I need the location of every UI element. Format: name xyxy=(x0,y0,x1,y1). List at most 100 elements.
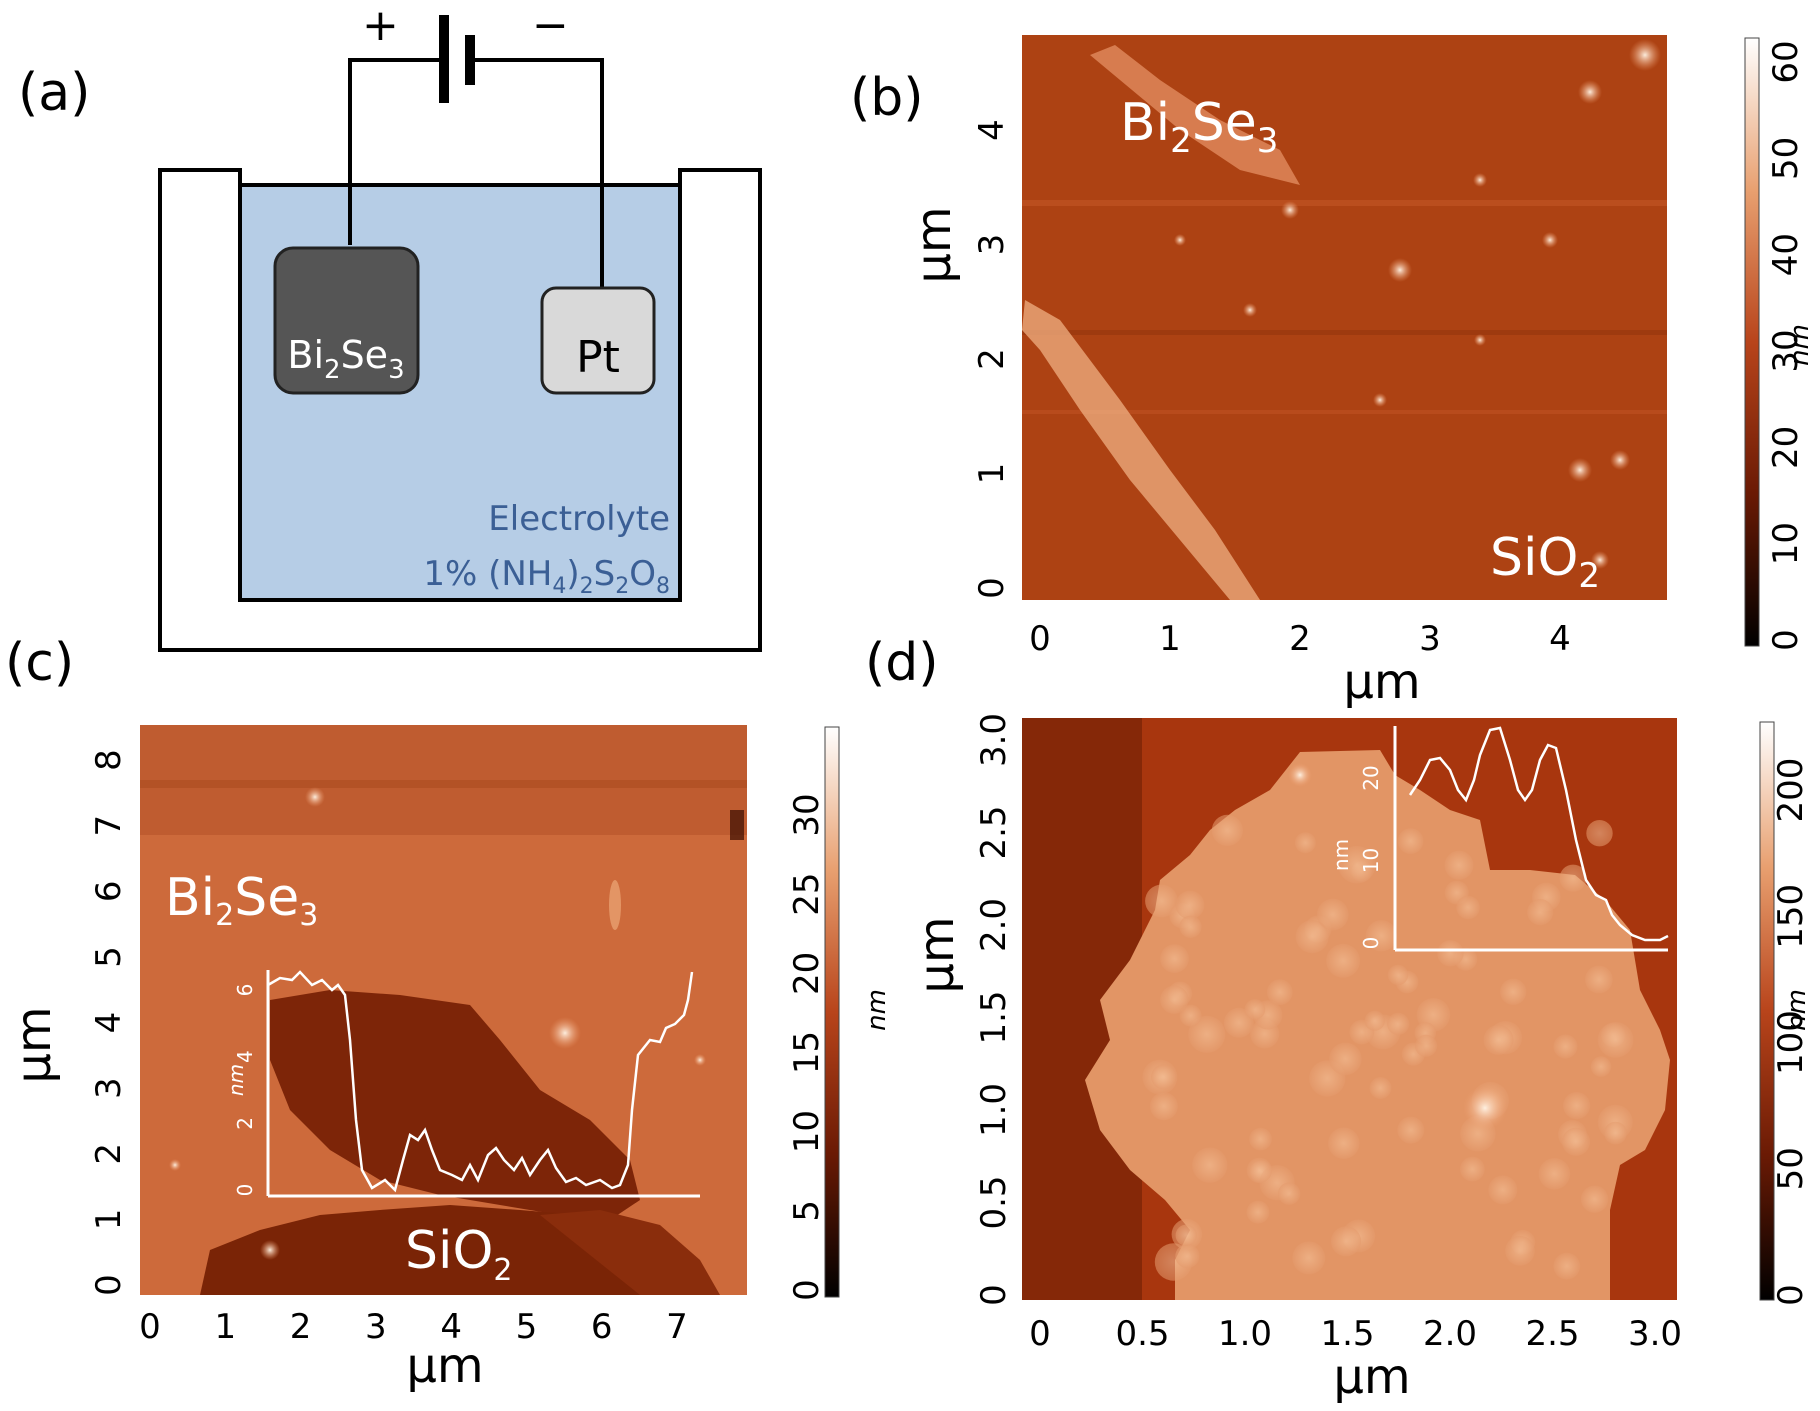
panel-d-grain xyxy=(1364,1010,1385,1031)
panel-b-colorbar-tick: 40 xyxy=(1766,233,1806,276)
panel-b-x-title: μm xyxy=(1343,654,1420,710)
panel-b-x-tick: 3 xyxy=(1419,619,1441,659)
panel-c-y-tick: 2 xyxy=(89,1143,129,1165)
panel-d-grain xyxy=(1585,965,1613,994)
panel-d-grain xyxy=(1151,1064,1177,1090)
panel-c-x-tick: 1 xyxy=(214,1307,236,1347)
panel-c-inset: 0 2 4 6 nm xyxy=(224,970,700,1198)
panel-d-x-ticks: 0 0.5 1.0 1.5 2.0 2.5 3.0 xyxy=(1029,1314,1682,1354)
panel-d-grain xyxy=(1500,978,1527,1005)
panel-c-colorbar-ticks: 0 5 10 15 20 25 30 xyxy=(787,793,827,1300)
panel-d-grain xyxy=(1326,943,1361,978)
panel-b-colorbar-ticks: 0 10 20 30 40 50 60 xyxy=(1766,40,1806,650)
panel-d-grain xyxy=(1246,1200,1270,1224)
panel-c-y-tick: 4 xyxy=(89,1012,129,1034)
panel-d-grain xyxy=(1604,1121,1627,1145)
panel-b-x-tick: 2 xyxy=(1289,619,1311,659)
afm-image-c xyxy=(140,725,747,1295)
panel-a: (a) + − Bi2Se3 Pt Electrolyte 1% (NH4)2S… xyxy=(18,0,762,652)
pt-electrode-label: Pt xyxy=(576,332,620,383)
panel-d-grain xyxy=(1444,850,1474,880)
panel-d-y-tick: 2.5 xyxy=(974,805,1014,859)
panel-d-x-tick: 2.5 xyxy=(1525,1314,1579,1354)
panel-c-y-title: μm xyxy=(6,1006,62,1083)
panel-b-y-tick: 1 xyxy=(972,463,1012,485)
panel-d-colorbar-tick: 50 xyxy=(1771,1147,1811,1190)
wire-left xyxy=(348,58,440,245)
panel-d-grain xyxy=(1505,1235,1535,1266)
panel-b-y-title: μm xyxy=(906,206,962,283)
panel-d-x-tick: 2.0 xyxy=(1423,1314,1477,1354)
panel-b-substrate-label: SiO2 xyxy=(1490,528,1600,596)
panel-c-x-tick: 3 xyxy=(365,1307,387,1347)
panel-d-grain xyxy=(1597,1022,1634,1058)
panel-d-grain xyxy=(1175,1224,1198,1247)
panel-c-label: (c) xyxy=(5,633,74,693)
panel-d-x-tick: 1.5 xyxy=(1320,1314,1374,1354)
panel-d-colorbar-tick: 100 xyxy=(1771,1010,1811,1075)
panel-d-grain xyxy=(1590,1056,1612,1077)
bi2se3-electrode xyxy=(273,246,420,395)
panel-d-grain xyxy=(1179,1004,1202,1027)
panel-b-colorbar-tick: 10 xyxy=(1766,522,1806,565)
panel-d-y-tick: 0 xyxy=(974,1284,1014,1306)
panel-c-inset-y-tick: 0 xyxy=(233,1184,257,1197)
panel-c-colorbar-tick: 25 xyxy=(787,873,827,916)
panel-b-label: (b) xyxy=(850,68,924,128)
panel-c-colorbar-tick: 10 xyxy=(787,1110,827,1153)
panel-d-y-title: μm xyxy=(909,916,965,993)
panel-d-grain xyxy=(1365,920,1398,952)
panel-c-y-tick: 3 xyxy=(89,1077,129,1099)
panel-b-x-ticks: 0 1 2 3 4 xyxy=(1029,619,1571,659)
panel-c-x-tick: 7 xyxy=(666,1307,688,1347)
panel-d-label: (d) xyxy=(865,633,939,693)
panel-d-grain xyxy=(1211,814,1243,847)
panel-d-inset-y-tick: 0 xyxy=(1359,937,1383,950)
panel-b-y-tick: 0 xyxy=(972,577,1012,599)
panel-d-grain xyxy=(1145,884,1178,918)
panel-d-y-ticks: 0 0.5 1.0 1.5 2.0 2.5 3.0 xyxy=(974,713,1014,1306)
panel-d-x-tick: 0 xyxy=(1029,1314,1051,1354)
battery-icon xyxy=(439,15,475,103)
battery-plus: + xyxy=(362,0,399,51)
panel-d-grain xyxy=(1387,1012,1410,1035)
panel-c-y-ticks: 0 1 2 3 4 5 6 7 8 xyxy=(89,749,129,1296)
panel-d-inset-y-tick: 20 xyxy=(1359,765,1383,790)
panel-d-grain xyxy=(1246,1157,1273,1184)
panel-b-colorbar-unit: nm xyxy=(1785,324,1815,366)
panel-c-colorbar-unit: nm xyxy=(862,989,892,1031)
bi2se3-electrode-label: Bi2Se3 xyxy=(287,333,404,385)
panel-d-grain xyxy=(1316,898,1349,931)
panel-d-y-tick: 1.0 xyxy=(974,1083,1014,1137)
panel-d-grain xyxy=(1175,1244,1200,1269)
panel-d-colorbar-tick: 0 xyxy=(1771,1284,1811,1306)
panel-d-grain xyxy=(1249,1127,1272,1151)
panel-c-y-tick: 7 xyxy=(89,815,129,837)
panel-d-grain xyxy=(1437,940,1464,967)
panel-c-x-ticks: 0 1 2 3 4 5 6 7 xyxy=(139,1307,688,1347)
panel-d-inset-y-title: nm xyxy=(1329,839,1353,871)
panel-d-grain xyxy=(1460,1156,1485,1182)
panel-d-grain xyxy=(1488,1175,1518,1205)
panel-d-x-title: μm xyxy=(1333,1349,1410,1405)
panel-b-x-tick: 1 xyxy=(1159,619,1181,659)
panel-b: (b) Bi2Se3 xyxy=(850,35,1815,710)
panel-d-grain xyxy=(1329,1042,1362,1076)
panel-c-colorbar-tick: 20 xyxy=(787,952,827,995)
panel-c-y-tick: 5 xyxy=(89,946,129,968)
afm-image-d xyxy=(1022,718,1677,1300)
panel-d-grain xyxy=(1369,1077,1392,1099)
panel-d-y-tick: 0.5 xyxy=(974,1175,1014,1229)
panel-c-x-tick: 4 xyxy=(440,1307,462,1347)
panel-d-colorbar-tick: 200 xyxy=(1771,758,1811,823)
wire-right xyxy=(472,58,604,288)
panel-d-grain xyxy=(1160,985,1189,1014)
panel-d-inset-profile xyxy=(1408,726,1669,942)
panel-c-x-tick: 2 xyxy=(290,1307,312,1347)
panel-d-grain xyxy=(1295,920,1329,954)
panel-b-x-tick: 0 xyxy=(1029,619,1051,659)
panel-b-material-label: Bi2Se3 xyxy=(1120,93,1278,161)
panel-c-y-tick: 0 xyxy=(89,1274,129,1296)
panel-d-colorbar-tick: 150 xyxy=(1771,884,1811,949)
